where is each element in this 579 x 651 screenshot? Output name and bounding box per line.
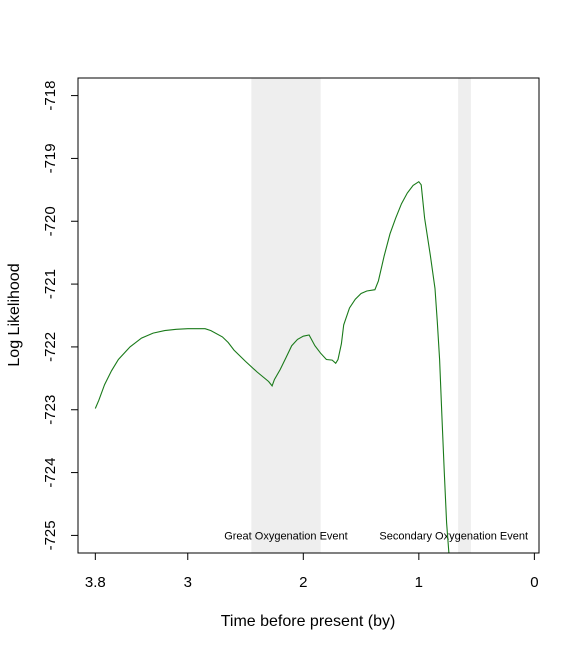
series-layer — [94, 180, 450, 553]
shaded-region — [458, 78, 471, 553]
series-line — [94, 180, 450, 553]
y-tick-label: -725 — [42, 520, 59, 550]
y-tick-label: -718 — [42, 81, 59, 111]
x-tick-label: 0 — [530, 574, 538, 591]
y-tick-label: -724 — [42, 458, 59, 488]
x-axis: 3.8 3 2 1 0 — [85, 552, 539, 591]
x-tick-label: 3.8 — [85, 574, 106, 591]
shaded-region-label: Secondary Oxygenation Event — [379, 530, 528, 542]
y-tick-label: -723 — [42, 395, 59, 425]
y-tick-label: -720 — [42, 206, 59, 236]
x-tick-label: 3 — [184, 574, 192, 591]
y-tick-label: -721 — [42, 269, 59, 299]
shaded-region-labels: Great Oxygenation Event Secondary Oxygena… — [224, 530, 528, 542]
x-tick-label: 1 — [415, 574, 423, 591]
shaded-region-label: Great Oxygenation Event — [224, 530, 348, 542]
shaded-regions — [251, 78, 471, 553]
y-axis-title: Log Likelihood — [6, 263, 23, 366]
shaded-region — [251, 78, 321, 553]
y-axis: -718 -719 -720 -721 -722 -723 -724 -725 — [42, 81, 79, 550]
x-tick-label: 2 — [299, 574, 307, 591]
y-tick-label: -719 — [42, 143, 59, 173]
x-axis-title: Time before present (by) — [221, 613, 396, 630]
y-tick-label: -722 — [42, 332, 59, 362]
